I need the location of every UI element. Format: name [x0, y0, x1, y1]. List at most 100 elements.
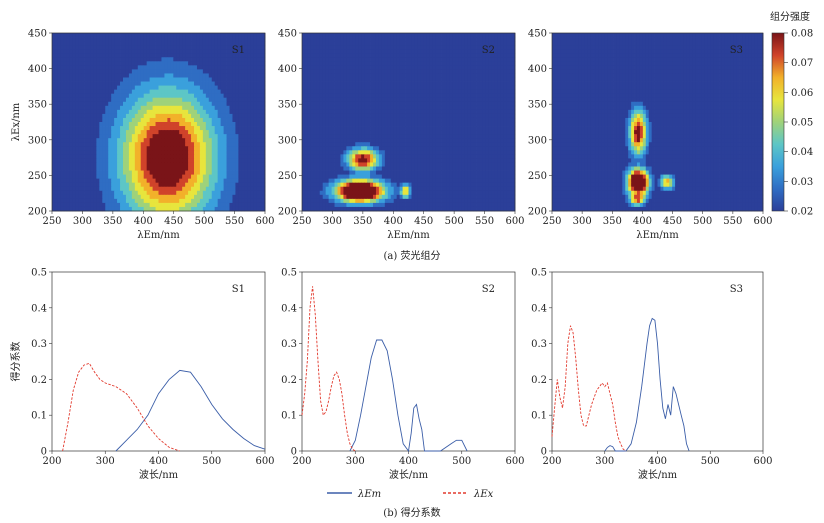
heatmap-cell [411, 45, 415, 50]
heatmap-cell [349, 109, 353, 115]
heatmap-cell [78, 174, 82, 180]
heatmap-cell [134, 190, 139, 196]
heatmap-cell [72, 97, 77, 103]
heatmap-cell [512, 41, 516, 46]
heatmap-cell [208, 109, 213, 115]
heatmap-cell [214, 49, 219, 54]
heatmap-cell [373, 81, 377, 86]
heatmap-cell [381, 69, 386, 74]
heatmap-cell [208, 97, 213, 103]
heatmap-cell [78, 146, 82, 151]
heatmap-cell [378, 130, 383, 135]
heatmap-cell [87, 166, 91, 171]
heatmap-cell [117, 122, 121, 127]
heatmap-cell [375, 113, 380, 119]
heatmap-cell [485, 77, 489, 82]
heatmap-cell [328, 37, 332, 42]
heatmap-cell [220, 170, 224, 175]
heatmap-cell [196, 97, 201, 103]
heatmap-cell [117, 150, 121, 155]
heatmap-cell [310, 126, 315, 131]
heatmap-cell [399, 109, 403, 115]
heatmap-cell [182, 162, 186, 167]
heatmap-cell [191, 126, 195, 131]
heatmap-cell [464, 109, 469, 115]
heatmap-cell [170, 85, 174, 91]
heatmap-cell [131, 85, 136, 91]
heatmap-cell [146, 190, 151, 196]
heatmap-cell [143, 33, 148, 38]
heatmap-cell [63, 77, 68, 82]
heatmap-cell [54, 122, 59, 127]
heatmap-cell [349, 85, 353, 91]
heatmap-cell [420, 113, 424, 119]
heatmap-cell [325, 105, 330, 111]
heatmap-cell [449, 41, 454, 46]
heatmap-cell [214, 154, 219, 159]
heatmap-cell [232, 69, 236, 74]
heatmap-cell [461, 33, 466, 38]
heatmap-cell [494, 73, 498, 78]
heatmap-cell [202, 178, 207, 184]
heatmap-cell [256, 49, 260, 54]
heatmap-cell [464, 77, 469, 82]
heatmap-cell [87, 105, 91, 111]
heatmap-cell [128, 85, 133, 91]
heatmap-cell [244, 101, 248, 107]
heatmap-cell [111, 174, 115, 180]
heatmap-cell [408, 89, 412, 95]
heatmap-cell [426, 109, 430, 115]
heatmap-cell [232, 170, 236, 175]
heatmap-cell [316, 33, 321, 38]
heatmap-cell [464, 37, 469, 42]
heatmap-cell [226, 134, 230, 139]
heatmap-cell [241, 146, 245, 151]
heatmap-cell [464, 126, 469, 131]
heatmap-cell [161, 105, 165, 111]
heatmap-cell [167, 186, 171, 192]
heatmap-cell [449, 130, 454, 135]
heatmap-cell [155, 186, 159, 192]
heatmap-cell [461, 126, 466, 131]
heatmap-cell [232, 158, 236, 163]
heatmap-cell [417, 101, 421, 107]
heatmap-cell [146, 150, 151, 155]
heatmap-cell [229, 130, 233, 135]
heatmap-cell [423, 73, 427, 78]
heatmap-cell [259, 206, 263, 212]
heatmap-cell [346, 130, 350, 135]
heatmap-cell [202, 158, 207, 163]
heatmap-cell [399, 37, 403, 42]
heatmap-cell [194, 130, 198, 135]
heatmap-cell [81, 89, 85, 95]
heatmap-cell [211, 182, 216, 188]
heatmap-cell [164, 53, 168, 58]
heatmap-cell [241, 53, 245, 58]
heatmap-cell [476, 101, 480, 107]
heatmap-cell [313, 113, 318, 119]
heatmap-cell [149, 182, 153, 188]
heatmap-cell [176, 117, 180, 123]
heatmap-cell [149, 174, 153, 180]
heatmap-cell [84, 101, 88, 107]
heatmap-cell [438, 122, 442, 127]
heatmap-S1: 250 300 350 400 450 500 550 6002002503003504004… [11, 29, 275, 242]
heatmap-cell [188, 81, 192, 86]
heatmap-cell [420, 37, 424, 42]
heatmap-cell [108, 45, 112, 50]
heatmap-cell [232, 190, 236, 196]
heatmap-cell [500, 117, 504, 123]
heatmap-cell [66, 113, 71, 119]
heatmap-cell [182, 202, 186, 208]
heatmap-cell [191, 57, 195, 62]
heatmap-cell [63, 174, 68, 180]
heatmap-cell [211, 109, 216, 115]
heatmap-cell [125, 61, 130, 66]
heatmap-cell [479, 122, 483, 127]
heatmap-cell [313, 105, 318, 111]
heatmap-cell [488, 122, 492, 127]
heatmap-cell [503, 122, 507, 127]
heatmap-cell [226, 105, 230, 111]
heatmap-cell [364, 73, 368, 78]
heatmap-cell [229, 85, 233, 91]
